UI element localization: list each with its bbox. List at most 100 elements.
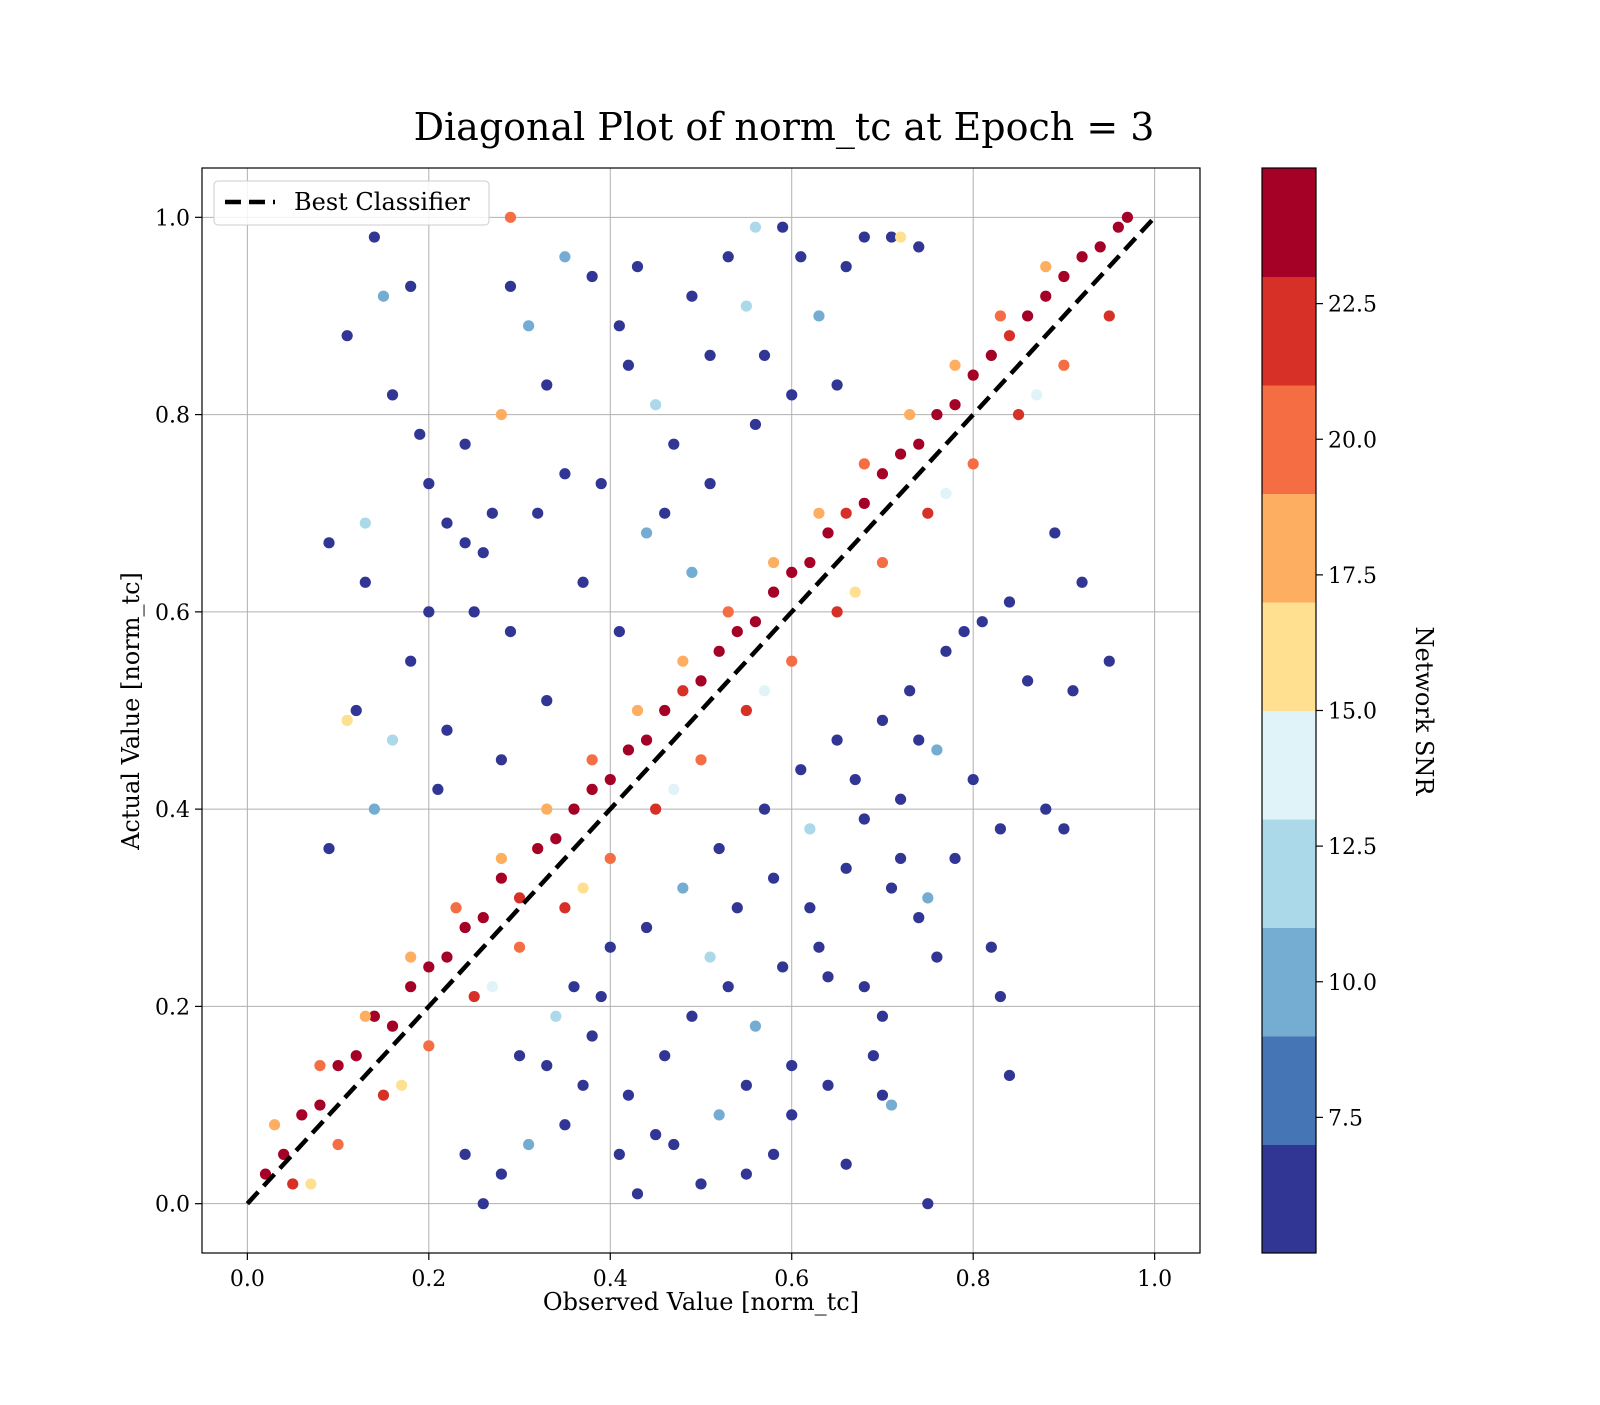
scatter-point [695, 754, 707, 766]
scatter-point [895, 793, 907, 805]
scatter-point [405, 951, 417, 963]
x-axis-label: Observed Value [norm_tc] [543, 1288, 859, 1316]
scatter-point [713, 842, 725, 855]
scatter-points [259, 211, 1134, 1210]
x-tick-label: 0.8 [956, 1267, 991, 1292]
scatter-point [640, 921, 653, 934]
scatter-point [1040, 803, 1052, 815]
scatter-point [686, 566, 698, 579]
scatter-point [495, 1168, 507, 1180]
scatter-point [423, 606, 435, 618]
scatter-point [622, 1089, 635, 1101]
scatter-point [368, 1010, 380, 1022]
scatter-point [704, 349, 716, 362]
scatter-point [677, 655, 689, 667]
scatter-point [849, 773, 861, 786]
scatter-point [749, 1020, 762, 1032]
scatter-point [831, 606, 843, 618]
colorbar-band [1262, 710, 1316, 820]
scatter-point [586, 783, 598, 796]
x-tick-label: 0.6 [774, 1267, 809, 1292]
chart-title: Diagonal Plot of norm_tc at Epoch = 3 [414, 105, 1155, 150]
scatter-point [495, 408, 507, 421]
scatter-point [777, 221, 789, 233]
scatter-point [586, 1030, 598, 1042]
scatter-point [532, 507, 544, 519]
scatter-point [804, 902, 816, 914]
scatter-point [713, 645, 725, 657]
scatter-point [441, 951, 453, 963]
scatter-point [931, 408, 943, 421]
scatter-point [786, 1109, 798, 1121]
scatter-point [1040, 261, 1052, 273]
scatter-point [740, 300, 752, 312]
scatter-point [631, 261, 644, 273]
scatter-point [758, 803, 771, 815]
scatter-point [495, 872, 507, 884]
scatter-point [831, 379, 843, 391]
colorbar-band [1262, 276, 1316, 386]
x-tick-label: 0.2 [411, 1267, 446, 1292]
scatter-point [904, 408, 916, 421]
scatter-point [895, 852, 907, 865]
best-classifier-line [245, 215, 1157, 1206]
scatter-point [396, 1079, 408, 1091]
colorbar-ticks: 7.5 10.0 12.5 15.0 17.5 20.0 22.5 [1316, 293, 1377, 1131]
scatter-point [486, 981, 498, 993]
scatter-point [441, 724, 453, 736]
scatter-point [441, 517, 453, 529]
scatter-point [659, 507, 671, 519]
scatter-point [423, 1040, 435, 1052]
scatter-point [767, 586, 780, 598]
scatter-point [1003, 1069, 1016, 1082]
scatter-point [704, 478, 716, 490]
scatter-point [504, 280, 517, 292]
scatter-point [822, 1079, 834, 1091]
scatter-point [804, 823, 816, 835]
scatter-point [486, 507, 498, 519]
y-tick-label: 0.4 [155, 798, 190, 823]
scatter-point [1103, 310, 1115, 322]
scatter-point [722, 606, 734, 618]
scatter-point [1049, 527, 1061, 539]
y-axis-label: Actual Value [norm_tc] [117, 572, 145, 851]
scatter-point [259, 1168, 272, 1180]
scatter-point [659, 704, 671, 717]
scatter-point [568, 803, 580, 815]
scatter-point [650, 803, 662, 815]
scatter-point [1103, 655, 1115, 667]
scatter-point [405, 655, 417, 667]
scatter-point [550, 1010, 562, 1022]
scatter-point [922, 1198, 934, 1210]
scatter-point [840, 862, 852, 874]
scatter-point [940, 645, 952, 657]
scatter-point [767, 872, 780, 884]
scatter-point [722, 251, 734, 263]
scatter-point [568, 981, 580, 993]
scatter-point [459, 921, 471, 934]
scatter-point [876, 468, 889, 480]
colorbar-label: Network SNR [1410, 627, 1438, 797]
scatter-point [1012, 408, 1025, 421]
scatter-point [341, 330, 353, 342]
scatter-point [450, 902, 462, 914]
colorbar-tick-label: 7.5 [1328, 1106, 1363, 1131]
scatter-point [786, 1059, 798, 1072]
scatter-point [622, 744, 635, 756]
scatter-point [858, 231, 870, 243]
scatter-point [359, 1010, 371, 1022]
scatter-point [686, 290, 698, 302]
scatter-point [994, 990, 1007, 1003]
scatter-point [858, 458, 870, 470]
scatter-point [922, 892, 934, 904]
scatter-point [577, 576, 589, 588]
scatter-point [731, 625, 743, 638]
scatter-point [695, 1178, 707, 1190]
colorbar-tick-label: 22.5 [1328, 293, 1377, 318]
scatter-point [686, 1010, 698, 1022]
scatter-point [640, 527, 653, 539]
scatter-point [613, 625, 625, 638]
colorbar-tick-label: 10.0 [1328, 971, 1377, 996]
scatter-point [504, 625, 517, 638]
